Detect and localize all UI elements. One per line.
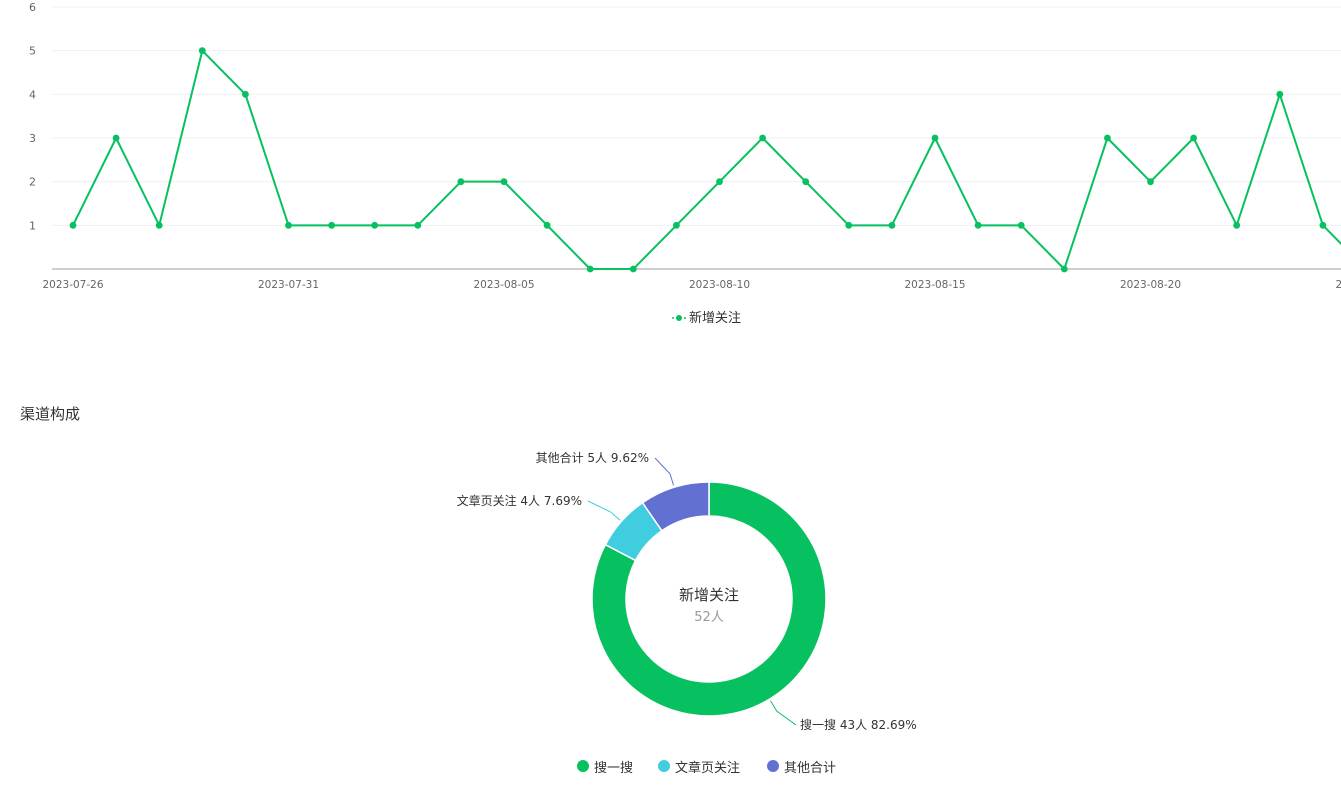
donut-slice[interactable] (641, 481, 710, 532)
data-point[interactable] (1147, 178, 1154, 186)
legend-swatch (577, 760, 589, 772)
data-point[interactable] (629, 265, 637, 273)
data-point[interactable] (69, 221, 77, 229)
data-point[interactable] (328, 221, 335, 229)
data-point[interactable] (673, 221, 680, 229)
line-legend[interactable]: 新增关注 (672, 310, 741, 326)
line-legend-marker-dot (676, 315, 682, 321)
x-tick-label: 2023-08-25 (1335, 279, 1341, 291)
data-point[interactable] (198, 47, 206, 55)
data-point[interactable] (543, 221, 551, 229)
donut-slice[interactable] (591, 481, 827, 717)
slice-label-leader (587, 500, 621, 521)
section-title: 渠道构成 (20, 405, 81, 423)
y-axis-tick-labels: 1 2 3 4 5 6 (29, 1, 36, 232)
data-point[interactable] (371, 221, 379, 229)
series-new-follow[interactable] (69, 47, 1341, 273)
legend-label: 文章页关注 (675, 760, 741, 776)
y-tick-label: 1 (29, 219, 36, 232)
data-point[interactable] (457, 178, 465, 186)
y-tick-label: 2 (29, 176, 36, 189)
data-point[interactable] (1233, 221, 1241, 229)
line-legend-label: 新增关注 (689, 310, 741, 326)
y-gridlines (52, 6, 1341, 226)
channel-donut-chart: 搜一搜 43人 82.69% 文章页关注 4人 7.69% 其他合计 5人 9.62… (457, 450, 917, 732)
donut-legend: 搜一搜 文章页关注 其他合计 (0, 756, 1341, 776)
data-point[interactable] (888, 221, 896, 229)
y-tick-label: 3 (29, 132, 36, 145)
data-point[interactable] (242, 90, 249, 98)
x-tick-label: 2023-08-20 (1120, 279, 1181, 291)
data-point[interactable] (802, 178, 810, 186)
legend-label: 搜一搜 (594, 760, 634, 776)
data-point[interactable] (1017, 221, 1025, 229)
x-tick-label: 2023-08-05 (473, 279, 534, 291)
data-point[interactable] (974, 221, 982, 229)
donut-legend-item[interactable]: 搜一搜 (577, 756, 633, 776)
x-tick-label: 2023-07-26 (42, 279, 103, 291)
slice-label-leader (654, 457, 675, 486)
legend-swatch (767, 760, 779, 772)
slice-label: 文章页关注 4人 7.69% (457, 493, 582, 508)
donut-center-value: 52人 (694, 610, 724, 625)
series-line (72, 49, 1341, 270)
y-tick-label: 6 (29, 1, 36, 14)
data-point[interactable] (716, 178, 723, 186)
x-tick-label: 2023-08-10 (689, 279, 750, 291)
data-point[interactable] (414, 221, 422, 229)
donut-slices[interactable] (591, 481, 827, 717)
donut-slice-labels: 搜一搜 43人 82.69% 文章页关注 4人 7.69% 其他合计 5人 9.62… (457, 450, 917, 732)
x-axis-tick-labels: 2023-07-26 2023-07-31 2023-08-05 2023-08-10… (42, 279, 1341, 291)
donut-center-title: 新增关注 (679, 586, 739, 604)
x-tick-label: 2023-08-15 (904, 279, 965, 291)
data-point[interactable] (500, 178, 508, 186)
data-point[interactable] (1190, 134, 1197, 142)
data-point[interactable] (112, 134, 120, 142)
x-tick-label: 2023-07-31 (258, 279, 319, 291)
legend-label: 其他合计 (784, 760, 837, 776)
data-point[interactable] (285, 221, 292, 229)
data-point[interactable] (155, 221, 163, 229)
legend-swatch (658, 760, 670, 772)
slice-label: 其他合计 5人 9.62% (536, 450, 649, 465)
donut-legend-item[interactable]: 文章页关注 (658, 756, 740, 776)
data-point[interactable] (586, 265, 594, 273)
data-point[interactable] (845, 221, 853, 229)
donut-legend-item[interactable]: 其他合计 (767, 756, 836, 776)
data-point[interactable] (931, 134, 939, 142)
slice-label-leader (770, 700, 797, 726)
data-point[interactable] (759, 134, 766, 142)
y-tick-label: 4 (29, 88, 36, 101)
data-point[interactable] (1319, 221, 1327, 229)
y-tick-label: 5 (29, 45, 36, 58)
data-point[interactable] (1104, 134, 1111, 142)
slice-label: 搜一搜 43人 82.69% (800, 717, 917, 732)
data-point[interactable] (1060, 265, 1068, 273)
data-point[interactable] (1276, 90, 1284, 98)
